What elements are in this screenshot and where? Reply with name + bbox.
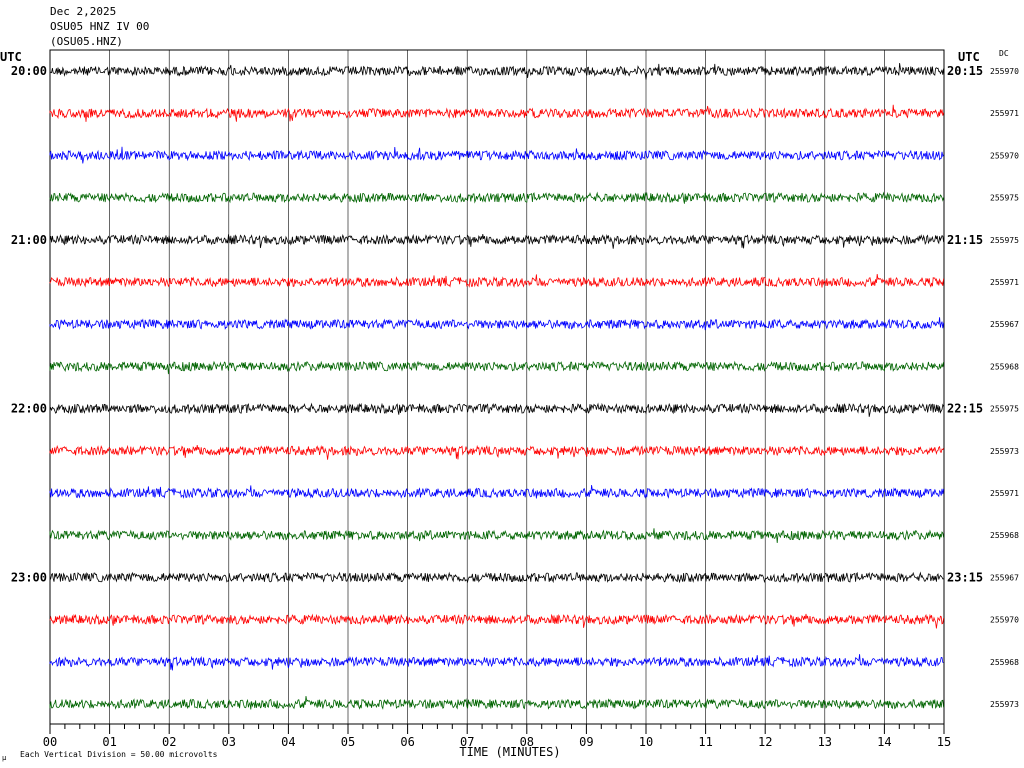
- time-tick-label: 15: [937, 735, 951, 749]
- seismic-trace: [49, 695, 944, 710]
- dc-offset-label: 255968: [990, 362, 1019, 371]
- dc-offset-label: 255975: [990, 194, 1019, 203]
- x-axis-title: TIME (MINUTES): [459, 745, 560, 759]
- dc-offset-label: 255971: [990, 278, 1019, 287]
- seismic-trace: [49, 444, 944, 460]
- time-tick-label: 14: [877, 735, 891, 749]
- seismic-trace: [49, 63, 944, 80]
- seismic-trace: [49, 273, 944, 288]
- seismic-trace: [49, 360, 944, 375]
- time-tick-label: 00: [43, 735, 57, 749]
- time-tick-label: 09: [579, 735, 593, 749]
- seismic-trace: [49, 104, 944, 122]
- seismic-trace: [49, 402, 944, 417]
- trace-date: Dec 2,2025: [50, 5, 117, 18]
- dc-offset-label: 255975: [990, 236, 1019, 245]
- dc-offset-label: 255971: [990, 109, 1019, 118]
- seismic-trace: [49, 233, 944, 249]
- hour-label-left: 21:00: [11, 233, 47, 247]
- utc-label-right: UTC: [958, 50, 980, 64]
- time-tick-label: 05: [341, 735, 355, 749]
- hour-label-left: 23:00: [11, 570, 47, 584]
- dc-offset-label: 255970: [990, 616, 1019, 625]
- dc-offset-label: 255973: [990, 700, 1019, 709]
- dc-offset-label: 255968: [990, 658, 1019, 667]
- station-code: OSU05 HNZ IV 00: [50, 20, 150, 33]
- footer-mark: µ: [2, 754, 7, 762]
- time-tick-label: 01: [102, 735, 116, 749]
- dc-offset-label: 255971: [990, 489, 1019, 498]
- dc-offset-label: 255967: [990, 320, 1019, 329]
- hour-label-left: 22:00: [11, 402, 47, 416]
- hour-label-left: 20:00: [11, 64, 47, 78]
- hour-label-right: 23:15: [947, 570, 983, 584]
- seismic-trace: [49, 613, 944, 629]
- time-tick-label: 13: [818, 735, 832, 749]
- time-tick-label: 10: [639, 735, 653, 749]
- dc-offset-label: 255970: [990, 67, 1019, 76]
- time-tick-label: 12: [758, 735, 772, 749]
- time-tick-label: 07: [460, 735, 474, 749]
- time-tick-label: 04: [281, 735, 295, 749]
- hour-label-right: 21:15: [947, 233, 983, 247]
- time-tick-label: 06: [400, 735, 414, 749]
- seismic-trace: [49, 484, 944, 499]
- seismic-trace: [49, 146, 944, 164]
- dc-header-label: DC: [999, 49, 1009, 58]
- seismic-trace: [49, 654, 944, 671]
- dc-offset-label: 255973: [990, 447, 1019, 456]
- seismic-trace: [49, 571, 944, 584]
- vertical-division-note: Each Vertical Division = 50.00 microvolt…: [20, 750, 218, 759]
- dc-offset-label: 255967: [990, 573, 1019, 582]
- dc-offset-label: 255968: [990, 531, 1019, 540]
- seismic-trace: [49, 191, 944, 204]
- time-tick-label: 08: [520, 735, 534, 749]
- time-tick-label: 11: [698, 735, 712, 749]
- time-tick-label: 03: [222, 735, 236, 749]
- hour-label-right: 20:15: [947, 64, 983, 78]
- hour-label-right: 22:15: [947, 402, 983, 416]
- time-tick-label: 02: [162, 735, 176, 749]
- seismic-trace: [49, 528, 944, 543]
- dc-offset-label: 255970: [990, 151, 1019, 160]
- dc-offset-label: 255975: [990, 405, 1019, 414]
- utc-label-left: UTC: [0, 50, 22, 64]
- channel-code: (OSU05.HNZ): [50, 35, 123, 48]
- seismic-trace: [49, 317, 944, 331]
